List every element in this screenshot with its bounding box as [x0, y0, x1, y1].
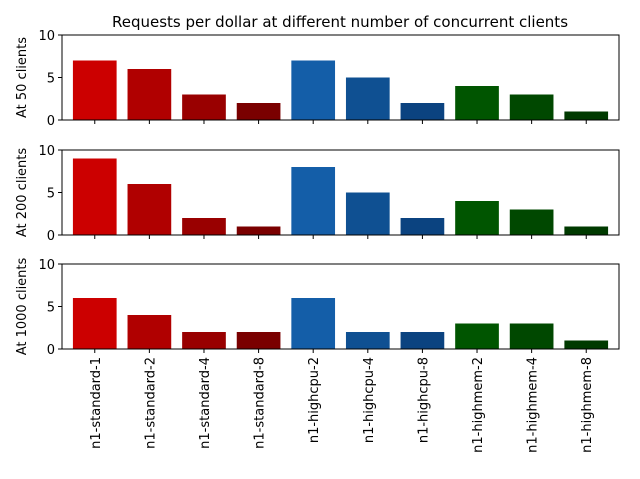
y-tick-label: 5 — [47, 301, 55, 316]
bar — [236, 103, 281, 120]
y-tick-label: 10 — [38, 258, 55, 273]
y-tick-label: 5 — [47, 72, 55, 87]
bar — [400, 103, 445, 120]
subplot-3: 0 5 10 At 1000 clients — [15, 257, 620, 358]
y-tick-label: 0 — [47, 114, 55, 129]
x-tick-label: n1-standard-2 — [143, 357, 158, 449]
bar — [345, 332, 390, 349]
x-tick-label: n1-highcpu-2 — [307, 357, 322, 443]
bar — [509, 94, 554, 120]
bar — [182, 94, 226, 120]
bar — [236, 332, 281, 349]
bar — [455, 201, 499, 235]
bar — [182, 218, 226, 235]
y-axis-label: At 200 clients — [15, 148, 30, 238]
bar — [72, 298, 117, 349]
bar — [455, 86, 499, 120]
subplot-2: 0 5 10 At 200 clients — [15, 144, 620, 244]
bar — [291, 60, 336, 120]
bar — [400, 218, 445, 235]
subplot-1: 0 5 10 At 50 clients — [15, 29, 620, 129]
bar — [291, 298, 336, 349]
x-tick-label: n1-highmem-4 — [526, 357, 541, 453]
bar — [509, 323, 554, 349]
bar — [291, 167, 336, 235]
x-tick-label: n1-highmem-2 — [471, 357, 486, 453]
bar — [236, 226, 281, 235]
bar — [345, 192, 390, 235]
bar — [564, 111, 609, 120]
y-axis-label: At 1000 clients — [15, 257, 30, 355]
bar — [127, 69, 172, 120]
bar — [127, 315, 172, 349]
x-tick-label: n1-standard-1 — [89, 357, 104, 449]
x-tick-label: n1-highcpu-4 — [362, 357, 377, 443]
bar — [564, 340, 609, 349]
bar — [127, 184, 172, 235]
x-tick-label: n1-highmem-8 — [580, 357, 595, 453]
chart-title: Requests per dollar at different number … — [112, 13, 568, 31]
bar — [345, 77, 390, 120]
bar — [72, 158, 117, 235]
bar — [509, 209, 554, 235]
bar — [182, 332, 226, 349]
subplots: 0 5 10 At 50 clients 0 5 10 At 200 clients 0 5 10 A… — [15, 29, 620, 453]
bar — [72, 60, 117, 120]
y-tick-label: 10 — [38, 29, 55, 44]
y-axis-label: At 50 clients — [15, 37, 30, 118]
bar — [400, 332, 445, 349]
y-tick-label: 0 — [47, 343, 55, 358]
x-tick-label: n1-standard-4 — [198, 357, 213, 449]
y-tick-label: 5 — [47, 187, 55, 202]
x-tick-label: n1-standard-8 — [253, 357, 268, 449]
y-tick-label: 0 — [47, 229, 55, 244]
bar — [455, 323, 499, 349]
bar — [564, 226, 609, 235]
y-tick-label: 10 — [38, 144, 55, 159]
x-tick-label: n1-highcpu-8 — [416, 357, 431, 443]
